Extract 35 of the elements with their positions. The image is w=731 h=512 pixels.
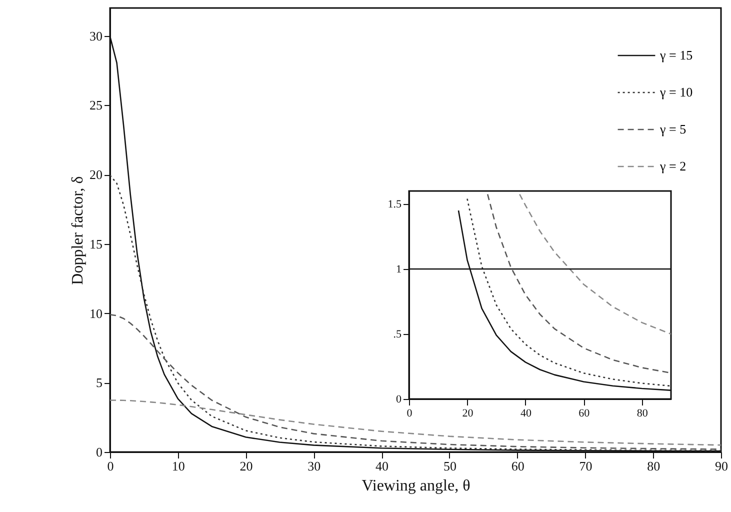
- y-axis-title: Doppler factor, δ: [70, 176, 86, 285]
- x-tick-label: 40: [376, 458, 389, 474]
- y-tick-label: 1: [396, 264, 402, 276]
- x-tick-label: 80: [647, 458, 660, 474]
- x-tick-label: 80: [636, 408, 648, 420]
- x-tick-label: 70: [579, 458, 592, 474]
- x-tick-label: 60: [511, 458, 524, 474]
- legend-label: γ = 10: [659, 84, 693, 100]
- y-tick-label: .5: [393, 328, 402, 340]
- x-tick-label: 0: [107, 458, 114, 474]
- x-tick-label: 20: [240, 458, 253, 474]
- y-tick-label: 0: [396, 394, 402, 406]
- y-tick-label: 0: [96, 444, 102, 460]
- x-tick-label: 60: [578, 408, 590, 420]
- x-tick-label: 40: [520, 408, 532, 420]
- line-series: [110, 314, 721, 450]
- x-axis-title: Viewing angle, θ: [362, 478, 470, 494]
- y-tick-label: 10: [90, 306, 102, 321]
- y-tick-label: 1.5: [388, 198, 402, 210]
- line-series: [518, 194, 671, 335]
- y-tick-label: 5: [96, 375, 102, 390]
- legend-label: γ = 2: [659, 158, 686, 174]
- x-tick-label: 0: [406, 408, 413, 420]
- x-tick-label: 20: [462, 408, 474, 420]
- y-tick-label: 25: [90, 98, 102, 113]
- line-series: [486, 194, 671, 374]
- x-tick-label: 10: [172, 458, 185, 474]
- y-tick-label: 20: [90, 167, 102, 182]
- legend-label: γ = 15: [659, 48, 693, 62]
- x-tick-label: 30: [308, 458, 321, 474]
- y-tick-label: 30: [90, 28, 102, 44]
- y-tick-label: 15: [90, 236, 102, 252]
- x-tick-label: 90: [715, 458, 728, 474]
- legend-label: γ = 5: [659, 122, 686, 136]
- x-tick-label: 50: [443, 458, 456, 474]
